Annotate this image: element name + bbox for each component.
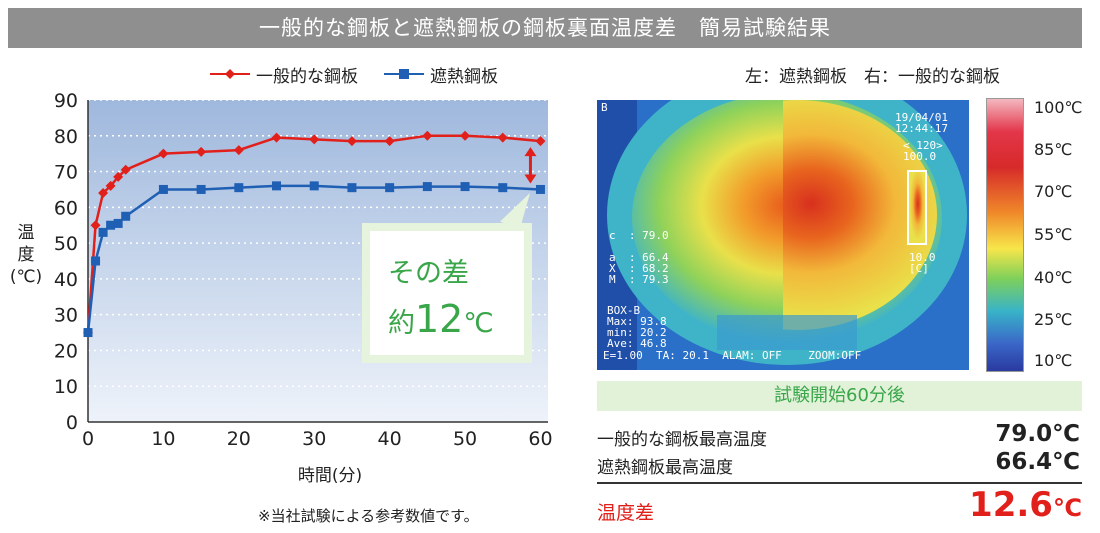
data-point-general: [233, 145, 244, 156]
y-tick-label: 30: [54, 305, 78, 327]
thermo-range: < 120> 100.0: [903, 139, 943, 163]
y-axis-label: 温 度 (℃): [6, 222, 46, 288]
data-point-general: [158, 148, 169, 159]
data-point-heat: [347, 183, 357, 193]
x-tick-label: 60: [528, 428, 552, 450]
data-point-general: [422, 130, 433, 141]
data-point-general: [535, 136, 546, 147]
result-label-heat: 遮熱鋼板最高温度: [597, 458, 733, 478]
results-header: 試験開始60分後: [597, 381, 1082, 411]
thermo-corner-label: B: [601, 101, 608, 114]
legend-label-heat: 遮熱鋼板: [430, 66, 498, 87]
x-tick-label: 40: [378, 428, 402, 450]
data-point-heat: [460, 182, 470, 192]
x-tick-label: 30: [302, 428, 326, 450]
data-point-general: [271, 132, 282, 143]
difference-callout: その差 約12℃: [362, 223, 532, 363]
y-tick-label: 20: [54, 340, 78, 362]
thermo-stats: a : 66.4 X : 68.2 M : 79.3: [609, 251, 669, 286]
y-axis-label-line3: (℃): [9, 267, 43, 287]
data-point-general: [460, 130, 471, 141]
difference-arrow-head: [524, 174, 537, 184]
thermo-datetime: 19/04/01 12:44:17: [895, 111, 948, 135]
x-tick-label: 20: [227, 428, 251, 450]
data-point-heat: [158, 184, 168, 194]
data-point-heat: [272, 181, 282, 191]
scale-label: 100℃: [1034, 98, 1083, 117]
y-axis-label-line1: 温: [17, 223, 35, 243]
y-tick-label: 80: [54, 126, 78, 148]
result-row-general: 一般的な鋼板最高温度 79.0℃: [597, 421, 1082, 450]
y-tick-label: 50: [54, 233, 78, 255]
data-point-general: [309, 134, 320, 145]
y-tick-label: 60: [54, 197, 78, 219]
difference-arrow-head: [524, 147, 537, 157]
data-point-general: [497, 132, 508, 143]
y-tick-label: 90: [54, 90, 78, 112]
diff-label: 温度差: [597, 502, 655, 524]
data-point-general: [90, 220, 101, 231]
data-point-general: [196, 146, 207, 157]
scale-label: 40℃: [1034, 268, 1073, 287]
y-tick-label: 70: [54, 162, 78, 184]
result-row-heat: 遮熱鋼板最高温度 66.4℃: [597, 449, 1082, 478]
thermo-footer: E=1.00 TA: 20.1 ALAM: OFF ZOOM:OFF: [603, 349, 862, 362]
y-tick-label: 0: [66, 412, 78, 434]
data-point-heat: [535, 184, 545, 194]
data-point-general: [113, 171, 124, 182]
legend-item-heat: 遮熱鋼板: [384, 62, 498, 87]
data-point-heat: [91, 256, 101, 266]
data-point-general: [120, 164, 131, 175]
y-axis-label-line2: 度: [17, 245, 35, 265]
temperature-color-scale: [986, 98, 1024, 372]
thermo-c-value: c : 79.0: [609, 229, 669, 242]
callout-line1: その差: [388, 258, 469, 289]
scale-label: 85℃: [1034, 140, 1073, 159]
thermal-heatmap-graphic: [597, 100, 969, 370]
data-point-general: [346, 136, 357, 147]
data-point-heat: [98, 227, 108, 237]
legend-line-diamond-icon: [210, 69, 250, 79]
data-point-heat: [498, 183, 508, 193]
scale-label: 55℃: [1034, 225, 1073, 244]
results-divider: [597, 482, 1082, 484]
x-tick-label: 0: [82, 428, 94, 450]
thermo-box-stats: BOX-B Max: 93.8 min: 20.2 Ave: 46.8: [607, 304, 667, 350]
data-point-heat: [83, 328, 93, 338]
data-point-heat: [106, 220, 116, 230]
legend-label-general: 一般的な鋼板: [256, 66, 358, 87]
callout-pointer: [500, 193, 530, 229]
callout-line2: 約12℃: [388, 297, 494, 341]
diff-value: 12.6℃: [969, 485, 1082, 525]
thermal-image: B 19/04/01 12:44:17 < 120> 100.0 c : 79.…: [597, 100, 969, 370]
data-point-heat: [234, 183, 244, 193]
x-axis-label: 時間(分): [297, 466, 363, 486]
data-point-general: [98, 188, 109, 199]
legend-line-square-icon: [384, 69, 424, 79]
x-tick-label: 10: [151, 428, 175, 450]
scale-label: 70℃: [1034, 182, 1073, 201]
data-point-heat: [309, 181, 319, 191]
footnote: ※当社試験による参考数値です。: [258, 507, 479, 525]
result-value-general: 79.0℃: [995, 421, 1080, 447]
data-point-heat: [113, 218, 123, 228]
result-value-heat: 66.4℃: [995, 449, 1080, 475]
thermo-caption: 左：遮熱鋼板 右：一般的な鋼板: [745, 67, 1000, 87]
thermo-low-value: 10.0 [C]: [909, 251, 936, 275]
result-label-general: 一般的な鋼板最高温度: [597, 430, 767, 450]
data-point-heat: [196, 184, 206, 194]
data-point-heat: [385, 183, 395, 193]
data-point-general: [384, 136, 395, 147]
x-tick-label: 50: [453, 428, 477, 450]
data-point-heat: [422, 182, 432, 192]
y-tick-label: 40: [54, 269, 78, 291]
y-tick-label: 10: [54, 376, 78, 398]
data-point-heat: [121, 211, 131, 221]
page-title: 一般的な鋼板と遮熱鋼板の鋼板裏面温度差 簡易試験結果: [8, 8, 1082, 48]
chart-legend: 一般的な鋼板 遮熱鋼板: [210, 62, 498, 87]
scale-label: 25℃: [1034, 310, 1073, 329]
legend-item-general: 一般的な鋼板: [210, 62, 358, 87]
scale-label: 10℃: [1034, 351, 1073, 370]
data-point-general: [105, 180, 116, 191]
